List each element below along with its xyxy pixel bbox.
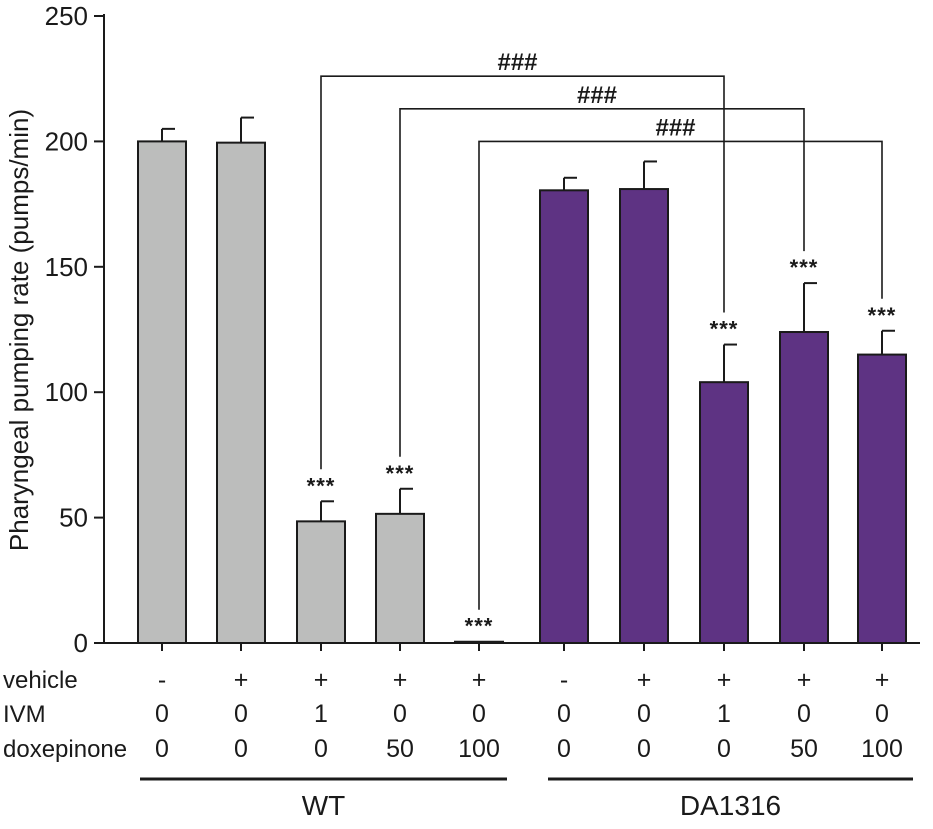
- significance-label: ***: [710, 317, 739, 342]
- condition-doxepinone-value: 0: [717, 735, 731, 763]
- condition-ivm-value: 0: [557, 700, 571, 728]
- condition-vehicle-value: +: [393, 666, 408, 694]
- bar: [699, 381, 749, 644]
- condition-vehicle-value: +: [637, 666, 652, 694]
- condition-vehicle-value: +: [234, 666, 249, 694]
- condition-ivm-value: 0: [472, 700, 486, 728]
- condition-vehicle-value: +: [717, 666, 732, 694]
- significance-label: ***: [465, 614, 494, 639]
- significance-label: ***: [868, 303, 897, 328]
- group-label: DA1316: [680, 790, 781, 821]
- y-tick-label: 150: [45, 252, 88, 282]
- bar: [137, 140, 187, 644]
- significance-label: ***: [386, 461, 415, 486]
- condition-ivm-value: 1: [717, 700, 731, 728]
- condition-doxepinone-value: 50: [790, 735, 818, 763]
- condition-vehicle-value: +: [314, 666, 329, 694]
- condition-ivm-value: 0: [234, 700, 248, 728]
- y-axis-label: Pharyngeal pumping rate (pumps/min): [4, 109, 34, 551]
- bar: [454, 640, 504, 644]
- bar: [779, 331, 829, 644]
- bars-group: *** *** *** *** *** ***: [137, 116, 907, 645]
- comparison-label: ###: [577, 82, 617, 109]
- condition-vehicle-value: -: [158, 666, 166, 694]
- comparison-bracket: [399, 107, 805, 457]
- y-tick-label: 100: [45, 377, 88, 407]
- row-label-vehicle: vehicle: [3, 667, 78, 694]
- row-label-IVM: IVM: [3, 701, 46, 728]
- condition-ivm-value: 0: [393, 700, 407, 728]
- group-label: WT: [302, 790, 346, 821]
- condition-vehicle-value: +: [875, 666, 890, 694]
- condition-ivm-value: 1: [314, 700, 328, 728]
- condition-doxepinone-value: 0: [637, 735, 651, 763]
- bar: [375, 512, 425, 645]
- condition-doxepinone-value: 0: [234, 735, 248, 763]
- significance-label: ***: [307, 473, 336, 498]
- y-tick-label: 0: [74, 628, 88, 658]
- condition-doxepinone-value: 0: [557, 735, 571, 763]
- condition-ivm-value: 0: [797, 700, 811, 728]
- condition-vehicle-value: +: [472, 666, 487, 694]
- row-label-doxepinone: doxepinone: [3, 736, 127, 763]
- bar: [539, 189, 589, 644]
- significance-label: ***: [790, 255, 819, 280]
- condition-doxepinone-value: 100: [458, 735, 500, 763]
- y-tick-label: 250: [45, 1, 88, 31]
- bar: [296, 520, 346, 644]
- condition-doxepinone-value: 100: [861, 735, 903, 763]
- comparison-bracket: [478, 140, 883, 610]
- condition-vehicle-value: +: [797, 666, 812, 694]
- y-tick-label: 50: [59, 503, 88, 533]
- bar: [216, 141, 266, 645]
- condition-ivm-value: 0: [155, 700, 169, 728]
- comparison-label: ###: [497, 49, 537, 76]
- condition-doxepinone-value: 50: [386, 735, 414, 763]
- bar: [857, 353, 907, 644]
- bar: [619, 188, 669, 644]
- condition-doxepinone-value: 0: [314, 735, 328, 763]
- y-tick-label: 200: [45, 126, 88, 156]
- condition-ivm-value: 0: [637, 700, 651, 728]
- condition-table: vehicleIVMdoxepinone-00+00+10+050+0100-0…: [3, 666, 913, 821]
- condition-vehicle-value: -: [560, 666, 568, 694]
- condition-doxepinone-value: 0: [155, 735, 169, 763]
- comparison-bracket: [320, 75, 725, 470]
- comparison-brackets: ### ### ###: [320, 49, 883, 610]
- comparison-label: ###: [655, 114, 695, 141]
- condition-ivm-value: 0: [875, 700, 889, 728]
